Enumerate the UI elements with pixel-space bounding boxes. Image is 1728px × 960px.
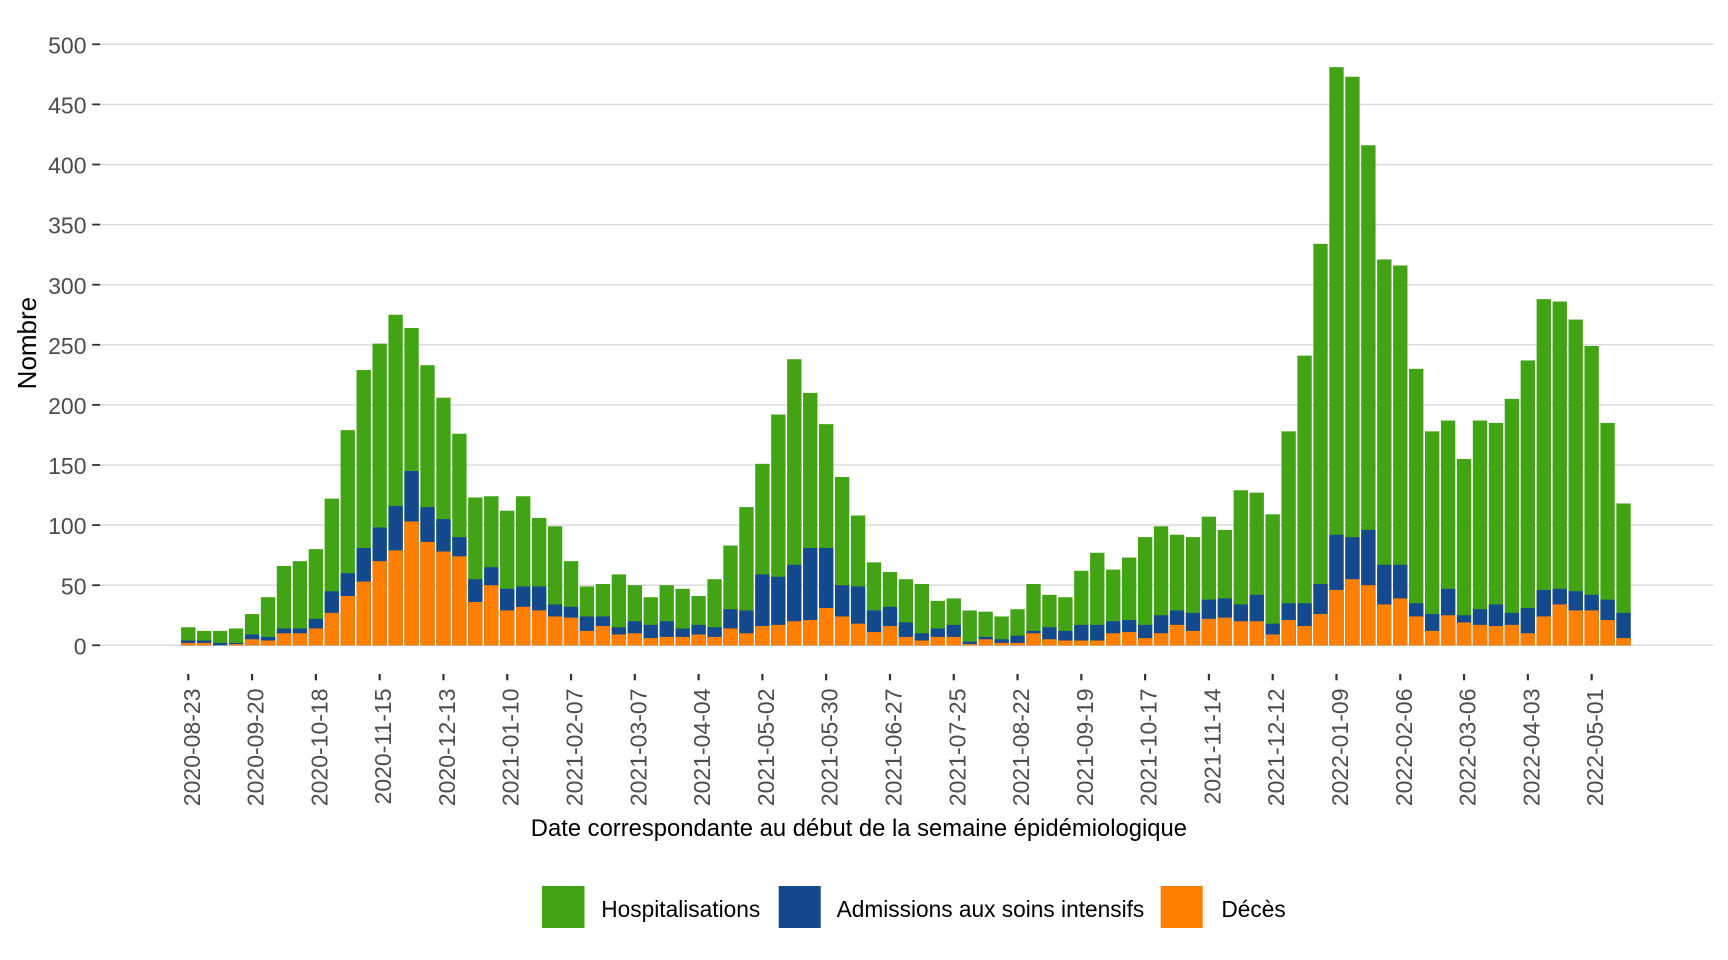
svg-text:50: 50 xyxy=(61,573,87,599)
svg-text:250: 250 xyxy=(48,333,86,359)
svg-text:2021-06-27: 2021-06-27 xyxy=(880,689,906,807)
svg-text:2021-04-04: 2021-04-04 xyxy=(689,688,715,806)
svg-text:2022-05-01: 2022-05-01 xyxy=(1582,689,1608,807)
svg-text:2021-08-22: 2021-08-22 xyxy=(1008,689,1034,807)
svg-text:150: 150 xyxy=(48,453,86,479)
svg-text:2021-03-07: 2021-03-07 xyxy=(625,689,651,807)
svg-text:400: 400 xyxy=(48,153,86,179)
svg-text:2020-08-23: 2020-08-23 xyxy=(179,689,205,807)
svg-text:2022-01-09: 2022-01-09 xyxy=(1327,689,1353,807)
svg-text:450: 450 xyxy=(48,93,86,119)
svg-text:2020-09-20: 2020-09-20 xyxy=(243,689,269,807)
svg-text:100: 100 xyxy=(48,513,86,539)
svg-text:350: 350 xyxy=(48,213,86,239)
svg-text:Décès: Décès xyxy=(1221,896,1285,922)
svg-text:2021-10-17: 2021-10-17 xyxy=(1136,689,1162,807)
svg-text:Admissions aux soins intensifs: Admissions aux soins intensifs xyxy=(837,896,1145,922)
svg-text:2021-12-12: 2021-12-12 xyxy=(1263,689,1289,807)
svg-text:2021-05-30: 2021-05-30 xyxy=(817,689,843,807)
svg-text:2021-01-10: 2021-01-10 xyxy=(498,689,524,807)
svg-text:2022-02-06: 2022-02-06 xyxy=(1391,689,1417,807)
svg-text:300: 300 xyxy=(48,273,86,299)
svg-text:500: 500 xyxy=(48,32,86,58)
svg-text:2021-11-14: 2021-11-14 xyxy=(1199,688,1225,804)
svg-text:0: 0 xyxy=(74,633,87,659)
svg-text:2020-11-15: 2020-11-15 xyxy=(370,689,396,805)
svg-text:2021-02-07: 2021-02-07 xyxy=(562,689,588,807)
svg-text:Nombre: Nombre xyxy=(12,297,42,389)
svg-text:2021-07-25: 2021-07-25 xyxy=(944,689,970,807)
svg-text:2022-04-03: 2022-04-03 xyxy=(1518,689,1544,807)
svg-text:2021-09-19: 2021-09-19 xyxy=(1072,689,1098,807)
svg-text:2020-10-18: 2020-10-18 xyxy=(306,689,332,807)
svg-text:Hospitalisations: Hospitalisations xyxy=(601,896,760,922)
svg-text:2020-12-13: 2020-12-13 xyxy=(434,689,460,807)
svg-text:2021-05-02: 2021-05-02 xyxy=(753,689,779,807)
svg-text:Date correspondante au début d: Date correspondante au début de la semai… xyxy=(531,815,1187,842)
svg-text:2022-03-06: 2022-03-06 xyxy=(1455,689,1481,807)
svg-text:200: 200 xyxy=(48,393,86,419)
